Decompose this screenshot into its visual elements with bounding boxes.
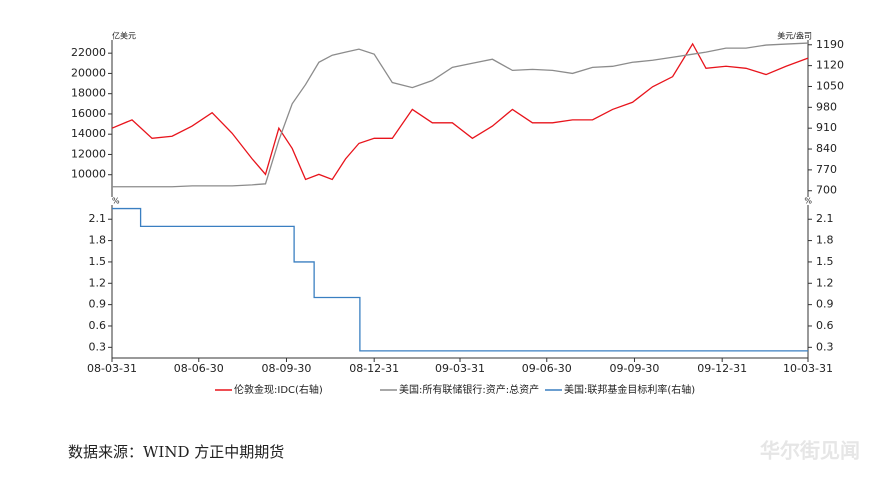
series-line: [111, 42, 809, 181]
x-tick-label: 08-12-31: [349, 362, 399, 375]
legend-label: 美国:联邦基金目标利率(右轴): [564, 383, 695, 396]
y-tick-label: 10000: [71, 168, 106, 181]
y-tick-label: 0.3: [89, 340, 107, 353]
y-tick-label: 16000: [71, 107, 106, 120]
y-tick-label: 18000: [71, 87, 106, 100]
series-line: [112, 42, 809, 188]
y2-axis-label: %: [804, 197, 812, 206]
x-tick-label: 09-03-31: [435, 362, 485, 375]
y-tick-label: 14000: [71, 127, 106, 140]
source-note: 数据来源：WIND 方正中期期货: [68, 443, 284, 461]
y-axis-label: 亿美元: [112, 31, 136, 41]
y-tick-label: 2.1: [89, 212, 107, 225]
y-tick-label: 980: [816, 100, 837, 113]
y-tick-label: 0.6: [816, 319, 834, 332]
y-tick-label: 1120: [816, 59, 844, 72]
y-tick-label: 22000: [71, 46, 106, 59]
legend-label: 伦敦金现:IDC(右轴): [234, 383, 323, 396]
y2-axis-label: 美元/盎司: [777, 31, 812, 41]
y-tick-label: 0.6: [89, 319, 107, 332]
y-tick-label: 700: [816, 184, 837, 197]
y-tick-label: 1.2: [816, 276, 834, 289]
y-tick-label: 1.2: [89, 276, 107, 289]
y-tick-label: 0.9: [816, 298, 834, 311]
x-tick-label: 08-09-30: [262, 362, 312, 375]
y-tick-label: 1050: [816, 79, 844, 92]
series-line: [112, 207, 808, 352]
y-tick-label: 1190: [816, 38, 844, 51]
x-tick-label: 09-12-31: [697, 362, 747, 375]
y-tick-label: 2.1: [816, 212, 834, 225]
x-tick-label: 10-03-31: [783, 362, 833, 375]
y-tick-label: 840: [816, 142, 837, 155]
y-tick-label: 1.5: [89, 255, 107, 268]
y-tick-label: 910: [816, 121, 837, 134]
y-axis-label: %: [112, 197, 120, 206]
x-tick-label: 09-06-30: [522, 362, 572, 375]
y-tick-label: 0.3: [816, 340, 834, 353]
x-tick-label: 08-06-30: [174, 362, 224, 375]
watermark: 华尔街见闻: [760, 439, 860, 463]
y-tick-label: 0.9: [89, 298, 107, 311]
y-tick-label: 770: [816, 163, 837, 176]
y-tick-label: 1.8: [816, 234, 834, 247]
x-tick-label: 08-03-31: [87, 362, 137, 375]
x-tick-label: 09-09-30: [610, 362, 660, 375]
legend-label: 美国:所有联储银行:资产:总资产: [399, 383, 539, 396]
y-tick-label: 1.5: [816, 255, 834, 268]
y-tick-label: 20000: [71, 66, 106, 79]
y-tick-label: 1.8: [89, 234, 107, 247]
y-tick-label: 12000: [71, 147, 106, 160]
